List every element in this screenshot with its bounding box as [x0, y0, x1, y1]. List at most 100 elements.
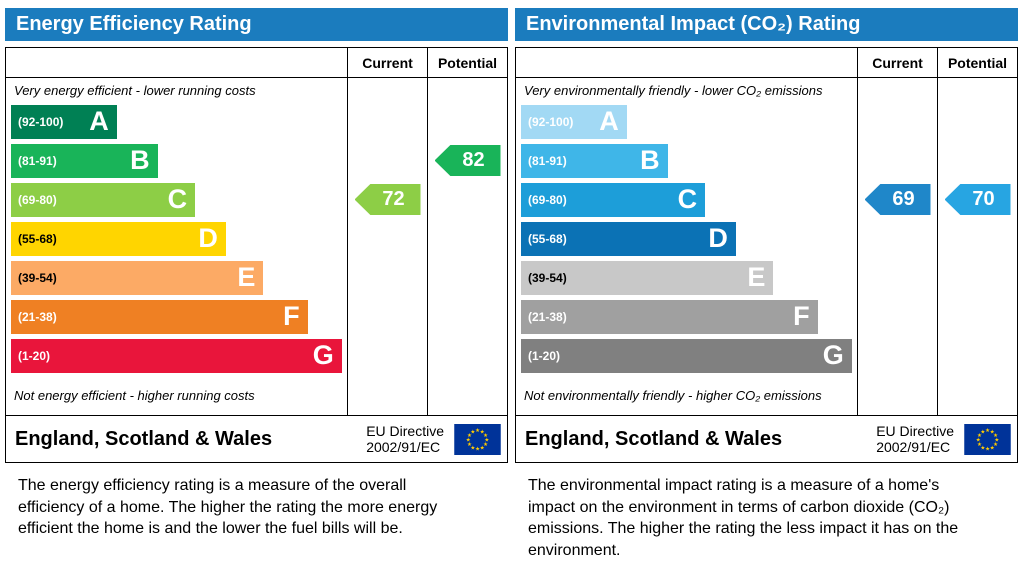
band-letter: D — [708, 223, 728, 253]
svg-text:★: ★ — [467, 442, 472, 448]
band-bar-b: (81-91) B — [11, 143, 158, 178]
band-letter: C — [677, 184, 698, 214]
svg-text:★: ★ — [483, 432, 488, 438]
band-letter: E — [237, 262, 256, 292]
band-range-label: (55-68) — [528, 231, 567, 246]
svg-text:★: ★ — [475, 428, 480, 434]
svg-text:★: ★ — [985, 428, 990, 434]
top-caption: Very energy efficient - lower running co… — [14, 82, 256, 98]
current-column-cell — [347, 219, 427, 258]
band-cell: (92-100) A — [6, 102, 347, 141]
current-column-cell — [347, 336, 427, 375]
current-column-header: Current — [857, 48, 937, 77]
band-row-b: (81-91) B — [516, 141, 1017, 180]
potential-column-cell — [937, 219, 1017, 258]
current-column-cell — [857, 219, 937, 258]
rating-table: Current Potential Very energy efficient … — [5, 47, 508, 463]
chart-footer: England, Scotland & Wales EU Directive 2… — [516, 415, 1017, 462]
band-letter: F — [793, 301, 810, 331]
svg-text:★: ★ — [976, 437, 981, 443]
current-rating-arrow: 69 — [864, 184, 931, 215]
band-bar-c: (69-80) C — [11, 182, 196, 217]
band-bar-f: (21-38) F — [521, 299, 818, 334]
current-rating-value: 69 — [892, 188, 915, 210]
eu-directive-label: EU Directive 2002/91/EC — [366, 423, 444, 455]
band-bar-b: (81-91) B — [521, 143, 668, 178]
svg-text:★: ★ — [483, 442, 488, 448]
band-bar-d: (55-68) D — [521, 221, 736, 256]
svg-text:★: ★ — [994, 437, 999, 443]
band-bar-f: (21-38) F — [11, 299, 308, 334]
eu-directive-line2: 2002/91/EC — [876, 439, 951, 455]
band-cell: (39-54) E — [516, 258, 857, 297]
current-column-cell — [857, 336, 937, 375]
region-label: England, Scotland & Wales — [525, 427, 783, 450]
band-bar-a: (92-100) A — [11, 104, 117, 139]
column-header-row: Current Potential — [6, 48, 507, 78]
band-cell: (1-20) G — [6, 336, 347, 375]
spacer-cell — [6, 48, 347, 77]
eu-flag-icon: ★ ★★ ★★★ ★★★ ★★★ — [964, 423, 1011, 455]
band-bar-e: (39-54) E — [521, 260, 774, 295]
current-column-cell — [857, 258, 937, 297]
potential-column-cell — [427, 78, 507, 102]
svg-text:★: ★ — [993, 432, 998, 438]
current-rating-value: 72 — [382, 188, 405, 210]
potential-rating-value: 70 — [972, 188, 995, 210]
environmental-impact-chart: Environmental Impact (CO₂) Rating Curren… — [515, 8, 1018, 561]
band-letter: E — [747, 262, 766, 292]
svg-text:★: ★ — [480, 429, 485, 435]
band-row-a: (92-100) A — [6, 102, 507, 141]
band-range-label: (81-91) — [528, 153, 567, 168]
band-letter: B — [640, 145, 660, 175]
potential-rating-arrow: 82 — [434, 145, 501, 176]
band-bar-g: (1-20) G — [521, 338, 852, 373]
band-bar-d: (55-68) D — [11, 221, 226, 256]
eu-flag-icon: ★ ★★ ★★★ ★★★ ★★★ — [454, 423, 501, 455]
band-letter: B — [130, 145, 150, 175]
svg-text:★: ★ — [990, 445, 995, 451]
band-range-label: (92-100) — [18, 114, 64, 129]
band-bar-e: (39-54) E — [11, 260, 264, 295]
current-column-cell — [347, 375, 427, 415]
band-range-label: (21-38) — [528, 309, 567, 324]
band-range-label: (55-68) — [18, 231, 57, 246]
potential-column-cell — [937, 375, 1017, 415]
band-range-label: (69-80) — [528, 192, 567, 207]
rating-scale: (92-100) A (81-91) B 82 (69-80) C 72 (55-68) D (39… — [6, 102, 507, 375]
potential-rating-arrow: 70 — [944, 184, 1011, 215]
potential-rating-value: 82 — [462, 149, 485, 171]
potential-column-cell — [427, 336, 507, 375]
svg-text:★: ★ — [466, 437, 471, 443]
current-column-cell — [347, 297, 427, 336]
potential-column-cell — [937, 102, 1017, 141]
band-row-c: (69-80) C 69 70 — [516, 180, 1017, 219]
top-caption-row: Very energy efficient - lower running co… — [6, 78, 507, 102]
svg-text:★: ★ — [980, 429, 985, 435]
current-column-cell — [347, 102, 427, 141]
bottom-caption: Not environmentally friendly - higher CO… — [524, 387, 822, 403]
band-cell: (81-91) B — [516, 141, 857, 180]
svg-text:★: ★ — [985, 446, 990, 452]
svg-text:★: ★ — [484, 437, 489, 443]
potential-column-cell — [427, 258, 507, 297]
current-column-cell — [857, 297, 937, 336]
chart-description: The environmental impact rating is a mea… — [528, 477, 959, 559]
band-range-label: (69-80) — [18, 192, 57, 207]
band-cell: (39-54) E — [6, 258, 347, 297]
band-cell: (92-100) A — [516, 102, 857, 141]
band-letter: A — [599, 106, 619, 136]
column-header-row: Current Potential — [516, 48, 1017, 78]
potential-column-cell — [427, 219, 507, 258]
chart-title: Energy Efficiency Rating — [5, 8, 508, 41]
current-column-header: Current — [347, 48, 427, 77]
top-caption: Very environmentally friendly - lower CO… — [524, 82, 823, 98]
band-letter: G — [312, 340, 334, 370]
band-row-a: (92-100) A — [516, 102, 1017, 141]
band-row-d: (55-68) D — [516, 219, 1017, 258]
potential-column-cell: 82 — [427, 141, 507, 180]
band-bar-a: (92-100) A — [521, 104, 627, 139]
eu-directive-line1: EU Directive — [366, 423, 444, 439]
band-row-g: (1-20) G — [6, 336, 507, 375]
current-column-cell — [857, 78, 937, 102]
